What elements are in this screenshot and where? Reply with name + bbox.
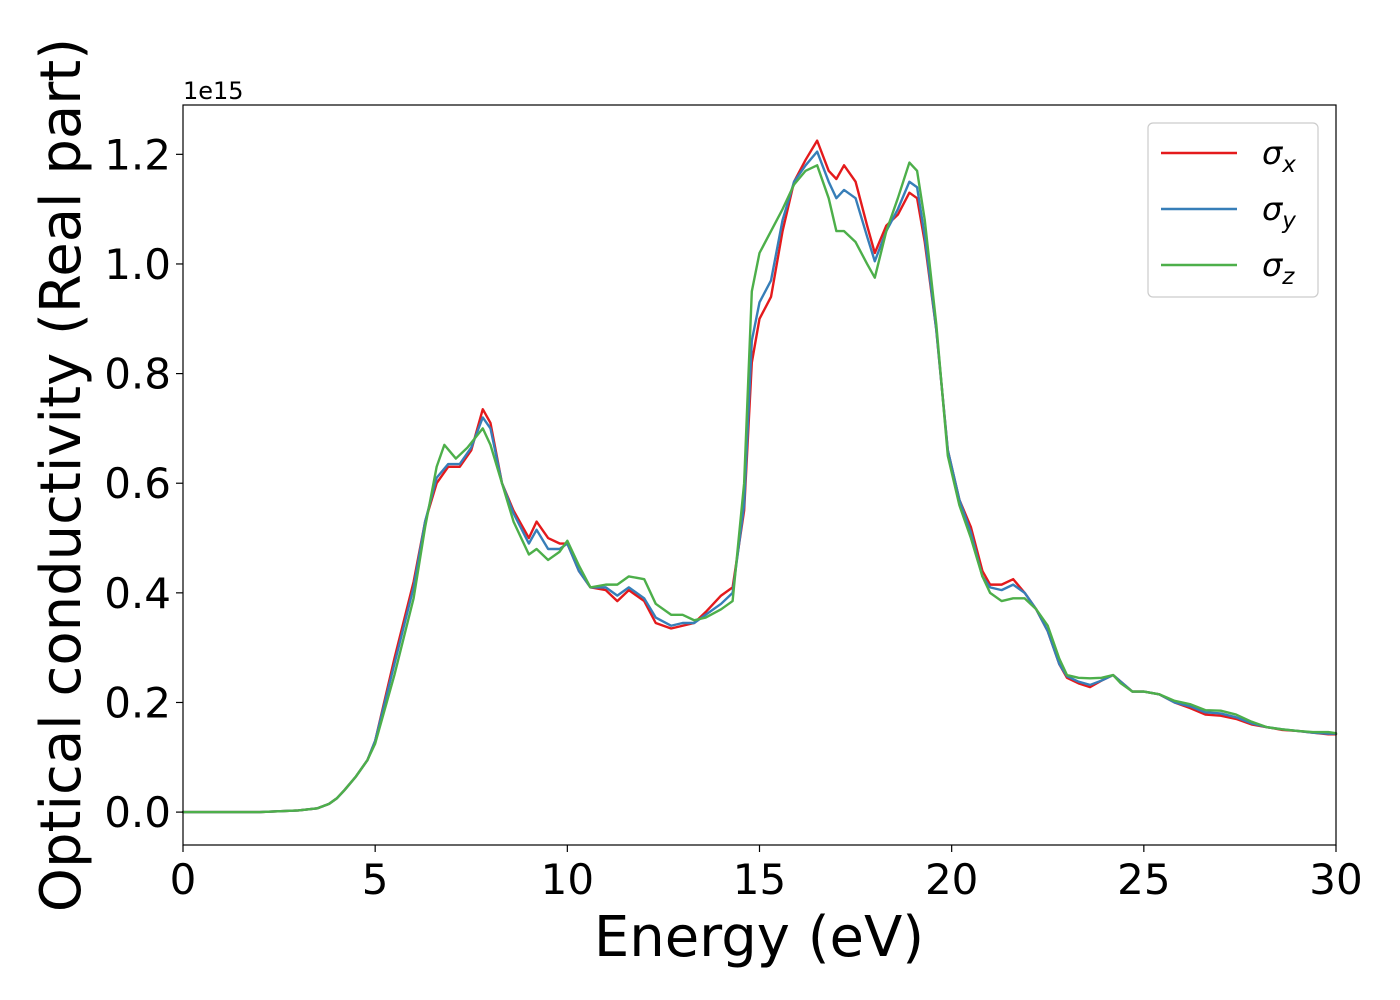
x-tick-label: 30 <box>1309 855 1362 904</box>
y-tick-label: 1.0 <box>104 240 171 289</box>
series-line-z <box>181 161 1338 814</box>
legend-label-x: σx <box>1262 134 1296 178</box>
y-tick-label: 0.4 <box>104 569 171 618</box>
y-tick-label: 0.8 <box>104 350 171 399</box>
plot-frame <box>182 104 1337 846</box>
legend-label-y: σy <box>1262 190 1296 234</box>
y-axis: 0.0 0.2 0.4 0.6 0.8 1.0 1.2 <box>104 130 183 837</box>
legend-label-z: σz <box>1262 246 1295 290</box>
y-tick-label: 0.6 <box>104 459 171 508</box>
y-tick-label: 0.2 <box>104 678 171 727</box>
x-tick-label: 10 <box>541 855 594 904</box>
x-tick-label: 0 <box>170 855 197 904</box>
series-layer <box>181 139 1338 814</box>
y-tick-label: 1.2 <box>104 130 171 179</box>
x-tick-label: 20 <box>925 855 978 904</box>
y-axis-label: Optical conductivity (Real part) <box>29 38 94 912</box>
x-axis-label: Energy (eV) <box>594 905 924 970</box>
y-offset-label: 1e15 <box>183 77 244 105</box>
x-tick-label: 5 <box>362 855 389 904</box>
legend: σx σy σz <box>1147 122 1319 298</box>
y-tick-label: 0.0 <box>104 788 171 837</box>
x-tick-label: 25 <box>1117 855 1170 904</box>
x-axis: 0 5 10 15 20 25 30 <box>170 845 1363 904</box>
x-tick-label: 15 <box>733 855 786 904</box>
